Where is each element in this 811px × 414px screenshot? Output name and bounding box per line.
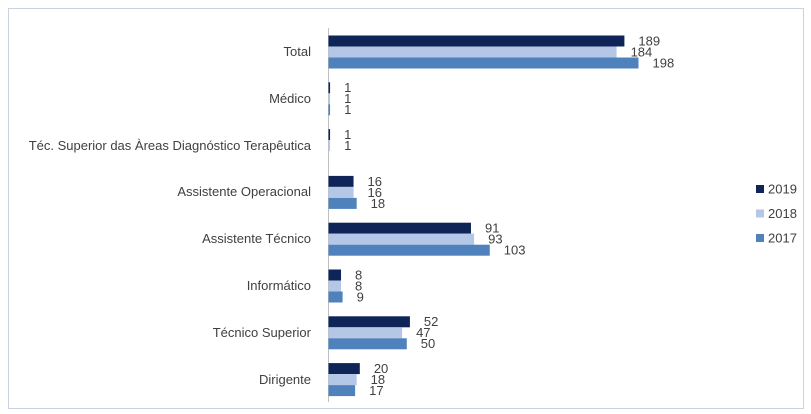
category-label: Assistente Técnico <box>202 231 311 247</box>
value-label: 18 <box>371 372 385 387</box>
legend-label: 2017 <box>768 230 797 245</box>
value-label: 103 <box>504 243 526 258</box>
value-label: 1 <box>344 127 351 142</box>
value-label: 50 <box>421 336 435 351</box>
bar <box>328 57 639 69</box>
bar <box>328 104 331 116</box>
value-label: 9 <box>357 289 364 304</box>
bar <box>328 93 331 105</box>
value-label: 16 <box>368 185 382 200</box>
bar <box>328 186 354 198</box>
value-label: 1 <box>344 138 351 153</box>
value-label: 47 <box>416 325 430 340</box>
frame <box>8 8 804 409</box>
legend-swatch <box>756 234 764 242</box>
value-label: 91 <box>485 221 499 236</box>
value-label: 52 <box>424 314 438 329</box>
category-label: Total <box>283 44 311 59</box>
category-label: Técnico Superior <box>212 324 311 340</box>
value-label: 8 <box>355 267 362 282</box>
bar <box>328 140 331 152</box>
value-label: 8 <box>355 278 362 293</box>
value-label: 93 <box>488 232 502 247</box>
bar <box>328 385 356 397</box>
value-label: 16 <box>368 174 382 189</box>
value-label: 189 <box>638 33 660 48</box>
value-label: 17 <box>369 383 383 398</box>
value-label: 1 <box>344 80 351 95</box>
value-label: 1 <box>344 91 351 106</box>
legend-label: 2019 <box>768 181 797 196</box>
value-label: 1 <box>344 102 351 117</box>
legend-label: 2018 <box>768 206 797 221</box>
bar <box>328 197 357 209</box>
bar <box>328 374 357 386</box>
category-label: Téc. Superior das Àreas Diagnóstico Tera… <box>28 137 311 153</box>
bar <box>328 244 490 256</box>
value-label: 20 <box>374 361 388 376</box>
category-label: Assistente Operacional <box>177 184 311 200</box>
category-label: Informático <box>246 278 311 293</box>
bar <box>328 338 407 350</box>
legend-swatch <box>756 209 764 218</box>
bar <box>328 35 625 47</box>
bar <box>328 46 617 58</box>
category-label: Dirigente <box>258 371 311 387</box>
value-label: 198 <box>653 55 675 70</box>
bar <box>328 327 403 339</box>
bar <box>328 291 343 303</box>
legend-swatch <box>756 185 764 193</box>
category-label: Médico <box>269 90 311 106</box>
bar <box>328 222 471 234</box>
value-label: 184 <box>631 44 653 59</box>
bar <box>328 363 360 375</box>
bar <box>328 82 331 94</box>
bar <box>328 175 354 187</box>
bar <box>328 129 331 141</box>
bar <box>328 280 342 292</box>
bar <box>328 316 410 328</box>
bar <box>328 269 342 281</box>
bar <box>328 233 475 245</box>
value-label: 18 <box>371 196 385 211</box>
